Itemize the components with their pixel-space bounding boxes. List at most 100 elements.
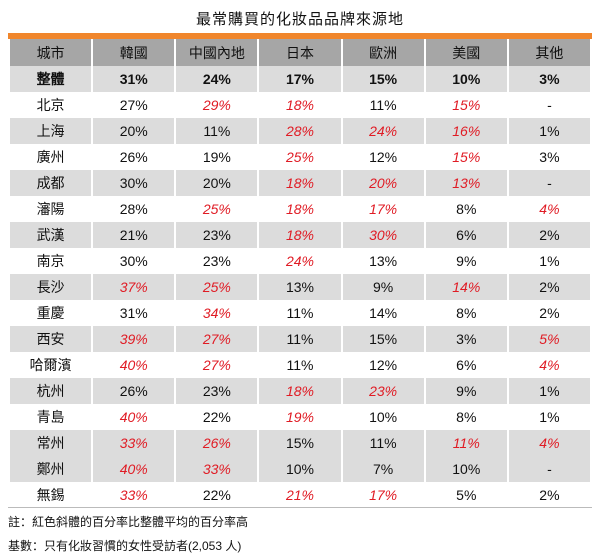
- table-row: 重慶 31% 34% 11% 14% 8% 2%: [10, 300, 590, 326]
- value-cell: 29%: [176, 92, 258, 118]
- city-cell: 武漢: [10, 222, 92, 248]
- city-cell: 重慶: [10, 300, 92, 326]
- value-cell: 15%: [342, 66, 424, 92]
- value-cell: 11%: [259, 352, 341, 378]
- column-header: 城市: [10, 39, 92, 66]
- value-cell: 18%: [259, 378, 341, 404]
- table-row: 鄭州 40% 33% 10% 7% 10% -: [10, 456, 590, 482]
- value-cell: 13%: [259, 274, 341, 300]
- value-cell: 14%: [425, 274, 507, 300]
- value-cell: 10%: [342, 404, 424, 430]
- value-cell: 30%: [93, 170, 175, 196]
- value-cell: 23%: [176, 248, 258, 274]
- value-cell: 18%: [259, 170, 341, 196]
- value-cell: 1%: [508, 378, 590, 404]
- table-title: 最常購買的化妝品品牌來源地: [195, 11, 404, 28]
- value-cell: 40%: [93, 352, 175, 378]
- value-cell: 15%: [342, 326, 424, 352]
- value-cell: 5%: [508, 326, 590, 352]
- value-cell: -: [508, 456, 590, 482]
- column-header: 其他: [508, 39, 590, 66]
- value-cell: 27%: [176, 326, 258, 352]
- value-cell: 39%: [93, 326, 175, 352]
- value-cell: -: [508, 170, 590, 196]
- city-cell: 長沙: [10, 274, 92, 300]
- value-cell: 21%: [93, 222, 175, 248]
- value-cell: -: [508, 92, 590, 118]
- city-cell: 無錫: [10, 482, 92, 508]
- value-cell: 16%: [425, 118, 507, 144]
- value-cell: 33%: [93, 482, 175, 508]
- overall-row: 整體 31% 24% 17% 15% 10% 3%: [10, 66, 590, 92]
- city-cell: 南京: [10, 248, 92, 274]
- value-cell: 17%: [259, 66, 341, 92]
- base-text: 基數：只有化妝習慣的女性受訪者(2,053 人): [8, 539, 242, 553]
- table-row: 瀋陽 28% 25% 18% 17% 8% 4%: [10, 196, 590, 222]
- city-cell: 哈爾濱: [10, 352, 92, 378]
- value-cell: 23%: [342, 378, 424, 404]
- table-row: 哈爾濱 40% 27% 11% 12% 6% 4%: [10, 352, 590, 378]
- city-cell: 廣州: [10, 144, 92, 170]
- value-cell: 11%: [176, 118, 258, 144]
- value-cell: 27%: [176, 352, 258, 378]
- value-cell: 9%: [425, 378, 507, 404]
- value-cell: 28%: [93, 196, 175, 222]
- value-cell: 15%: [259, 430, 341, 456]
- value-cell: 1%: [508, 248, 590, 274]
- brand-origin-table: 城市 韓國 中國內地 日本 歐洲 美國 其他 整體 31% 24% 17% 15% 10% 3% 北京 27…: [8, 39, 592, 508]
- value-cell: 13%: [425, 170, 507, 196]
- value-cell: 20%: [176, 170, 258, 196]
- value-cell: 25%: [176, 196, 258, 222]
- value-cell: 31%: [93, 66, 175, 92]
- value-cell: 23%: [176, 378, 258, 404]
- value-cell: 18%: [259, 196, 341, 222]
- value-cell: 30%: [342, 222, 424, 248]
- city-cell: 上海: [10, 118, 92, 144]
- value-cell: 25%: [259, 144, 341, 170]
- value-cell: 10%: [425, 456, 507, 482]
- value-cell: 19%: [259, 404, 341, 430]
- value-cell: 12%: [342, 352, 424, 378]
- header-row: 城市 韓國 中國內地 日本 歐洲 美國 其他: [10, 39, 590, 66]
- value-cell: 3%: [508, 144, 590, 170]
- value-cell: 26%: [93, 144, 175, 170]
- value-cell: 15%: [425, 92, 507, 118]
- table-row: 杭州 26% 23% 18% 23% 9% 1%: [10, 378, 590, 404]
- value-cell: 1%: [508, 118, 590, 144]
- city-cell: 青島: [10, 404, 92, 430]
- city-cell: 北京: [10, 92, 92, 118]
- value-cell: 4%: [508, 196, 590, 222]
- value-cell: 23%: [176, 222, 258, 248]
- value-cell: 2%: [508, 482, 590, 508]
- value-cell: 11%: [342, 92, 424, 118]
- value-cell: 19%: [176, 144, 258, 170]
- city-cell: 西安: [10, 326, 92, 352]
- value-cell: 11%: [425, 430, 507, 456]
- table-row: 廣州 26% 19% 25% 12% 15% 3%: [10, 144, 590, 170]
- table-row: 南京 30% 23% 24% 13% 9% 1%: [10, 248, 590, 274]
- value-cell: 3%: [425, 326, 507, 352]
- value-cell: 14%: [342, 300, 424, 326]
- value-cell: 13%: [342, 248, 424, 274]
- value-cell: 5%: [425, 482, 507, 508]
- column-header: 歐洲: [342, 39, 424, 66]
- table-row: 青島 40% 22% 19% 10% 8% 1%: [10, 404, 590, 430]
- value-cell: 22%: [176, 404, 258, 430]
- value-cell: 28%: [259, 118, 341, 144]
- city-cell: 常州: [10, 430, 92, 456]
- value-cell: 9%: [425, 248, 507, 274]
- city-cell: 杭州: [10, 378, 92, 404]
- value-cell: 27%: [93, 92, 175, 118]
- column-header: 日本: [259, 39, 341, 66]
- value-cell: 34%: [176, 300, 258, 326]
- value-cell: 15%: [425, 144, 507, 170]
- value-cell: 24%: [176, 66, 258, 92]
- city-cell: 成都: [10, 170, 92, 196]
- value-cell: 18%: [259, 92, 341, 118]
- value-cell: 6%: [425, 222, 507, 248]
- value-cell: 8%: [425, 300, 507, 326]
- value-cell: 24%: [259, 248, 341, 274]
- value-cell: 4%: [508, 352, 590, 378]
- value-cell: 12%: [342, 144, 424, 170]
- table-row: 北京 27% 29% 18% 11% 15% -: [10, 92, 590, 118]
